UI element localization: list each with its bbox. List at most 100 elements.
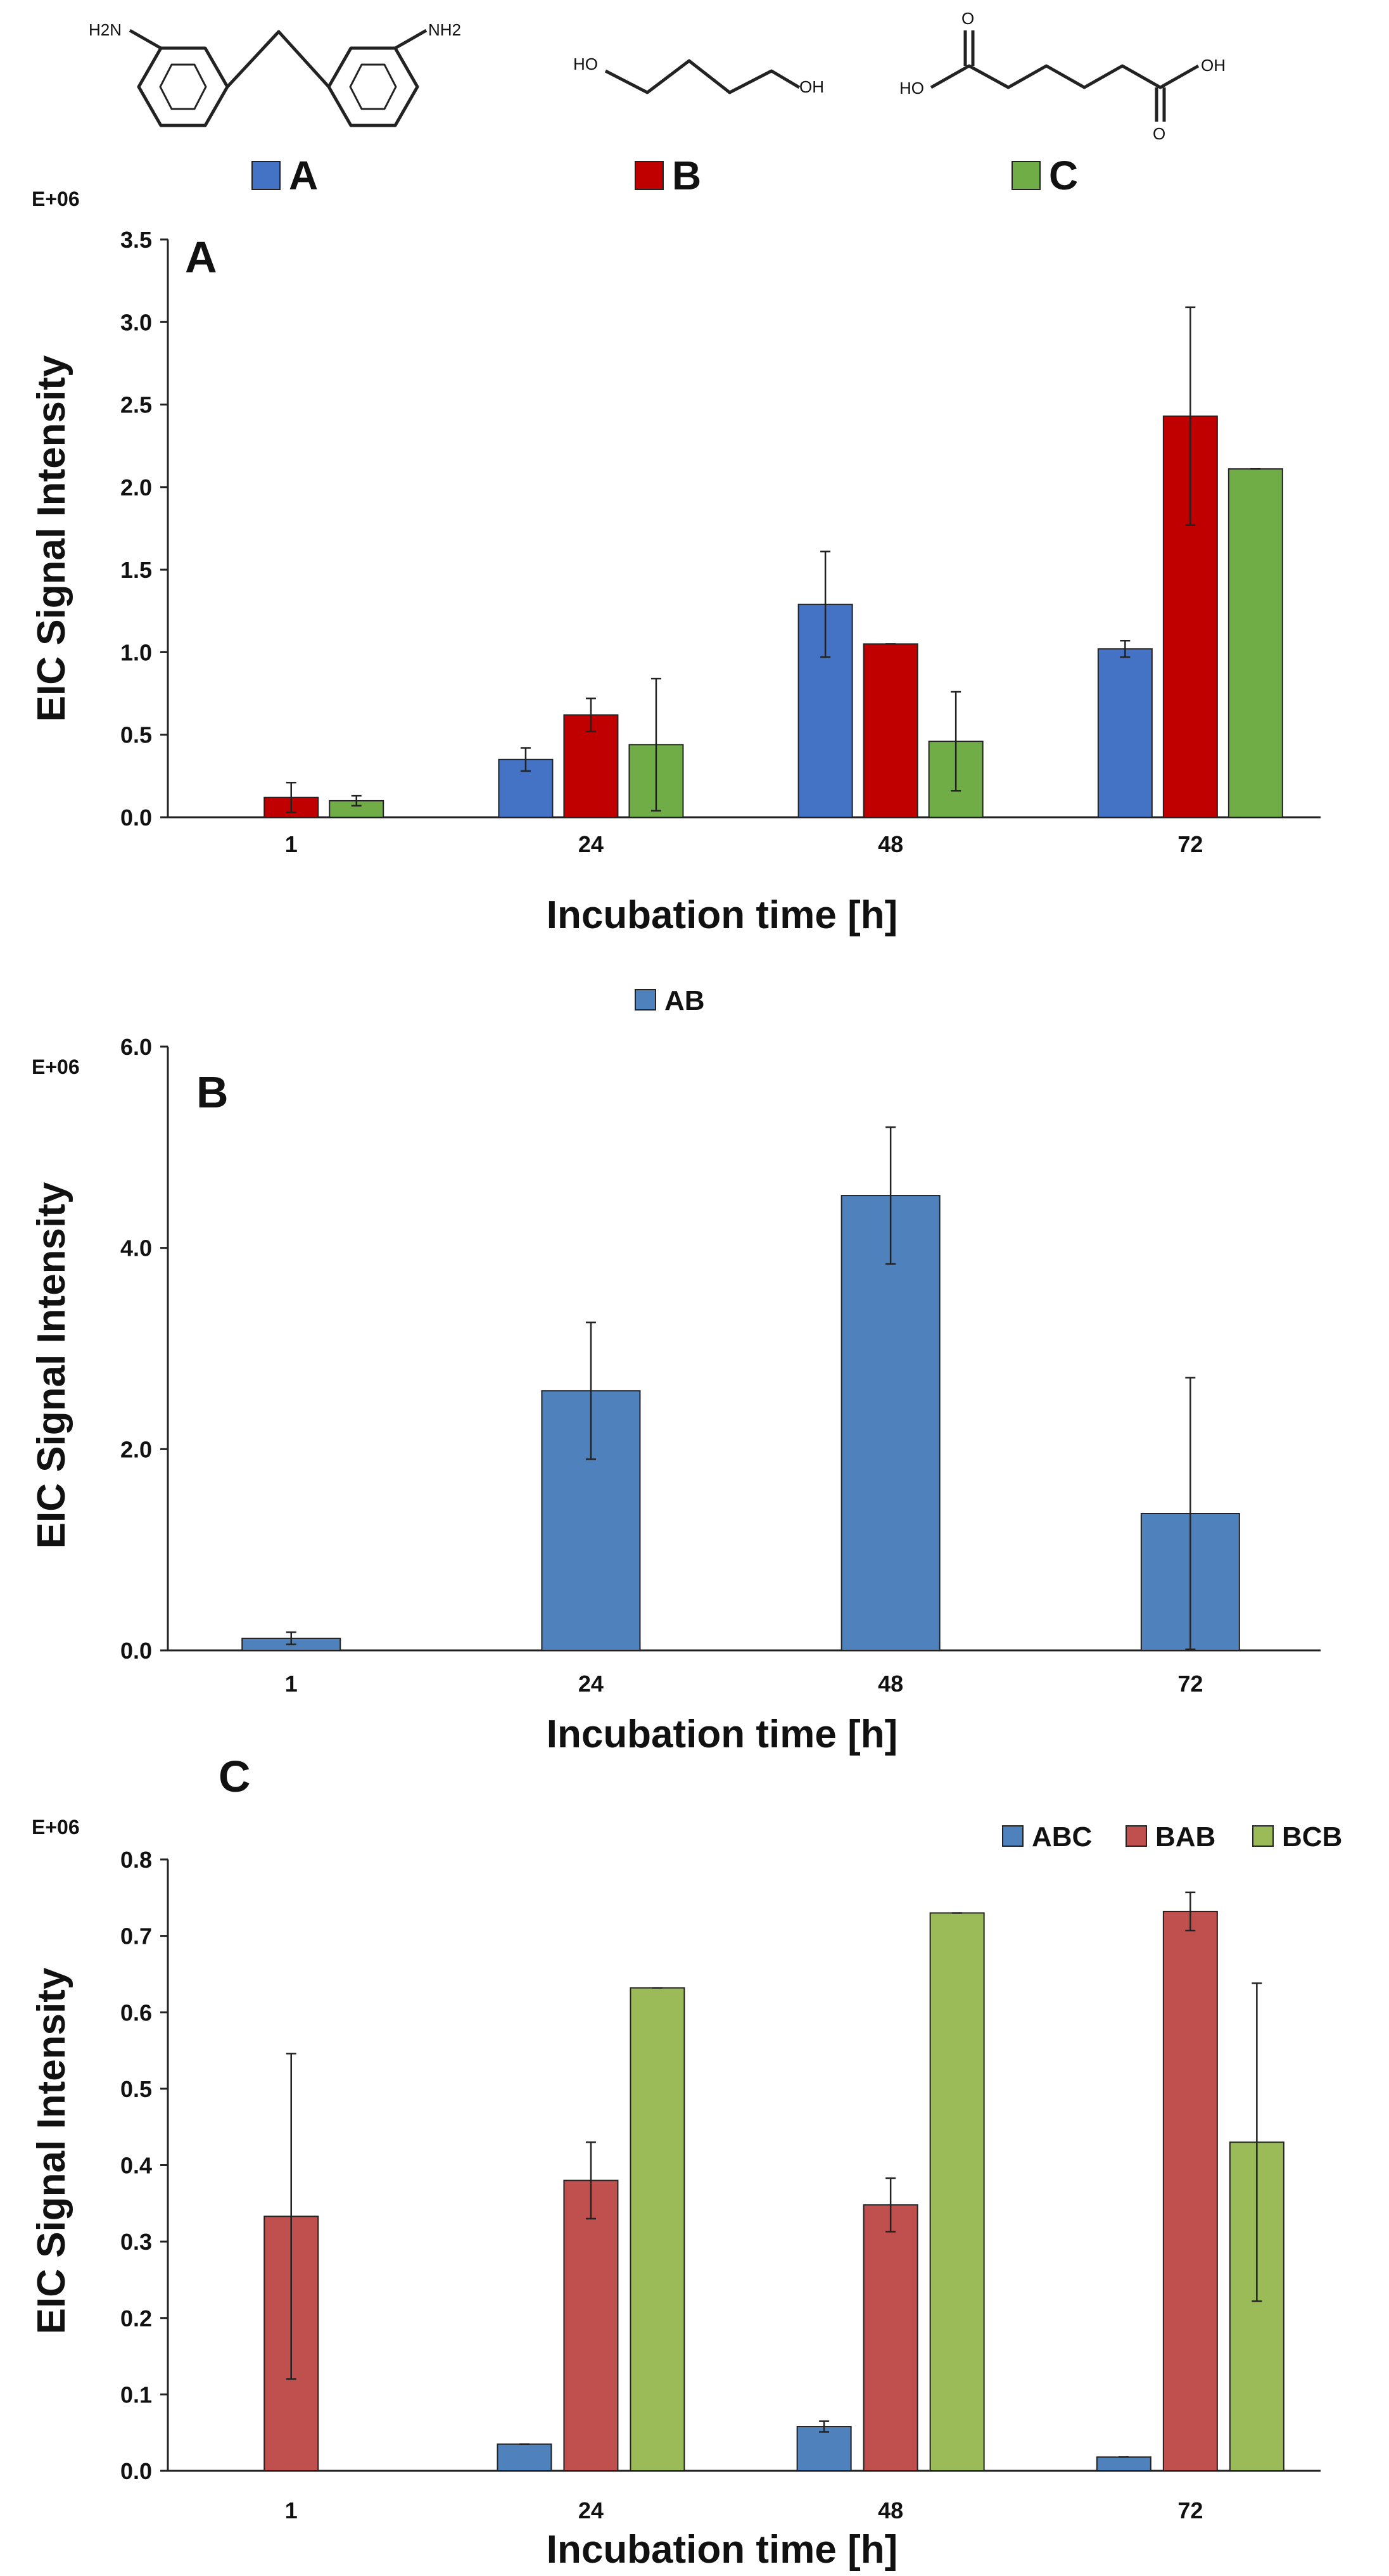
- panel-c-exponent: E+06: [32, 1816, 80, 1839]
- x-tick-label: 1: [285, 2497, 298, 2523]
- panel-a-x-axis-title: Incubation time [h]: [547, 893, 898, 937]
- panel-b-x-ticks: 1 24 48 72: [285, 1671, 1203, 1697]
- y-tick-label: 0.1: [120, 2382, 152, 2407]
- chart-panel-b: 0.0 2.0 4.0 6.0 1 24 48 72 AB B E+06 Incubatio…: [30, 985, 1321, 1756]
- adipic-chain: [930, 64, 1200, 89]
- butanediol-chain: [604, 59, 801, 94]
- x-tick-label: 48: [878, 2497, 903, 2523]
- panel-c-plot: [167, 1859, 1321, 2472]
- panel-a-y-axis-title: EIC Signal Intensity: [30, 355, 73, 722]
- y-tick-label: 0.5: [120, 722, 152, 748]
- chemical-structures: H2N NH2 HO OH HO OH O O: [89, 9, 1226, 143]
- panel-a-letter: A: [185, 233, 217, 282]
- panel-c-x-axis-title: Incubation time [h]: [547, 2528, 898, 2572]
- legend-swatch-a: [251, 161, 281, 190]
- y-tick-label: 0.0: [120, 2458, 152, 2484]
- y-tick-label: 3.0: [120, 309, 152, 335]
- bar-c-72: [1227, 468, 1283, 818]
- legend-swatch-ab: [635, 989, 656, 1011]
- panel-b-y-axis-title: EIC Signal Intensity: [30, 1182, 73, 1548]
- bar-bcb-48: [929, 1912, 985, 2471]
- panel-b-letter: B: [196, 1068, 229, 1117]
- bar-abc-48: [796, 2426, 852, 2472]
- legend-label-ab: AB: [664, 985, 705, 1016]
- legend-swatch-bcb: [1252, 1825, 1274, 1847]
- panel-b-plot: [167, 1047, 1321, 1652]
- bar-abc-72: [1096, 2456, 1151, 2472]
- y-tick-label: 6.0: [120, 1034, 152, 1060]
- legend-swatch-bab: [1126, 1825, 1147, 1847]
- x-tick-label: 24: [578, 1671, 604, 1697]
- y-tick-label: 0.0: [120, 1638, 152, 1664]
- diacid-structure: HO OH O O: [899, 9, 1226, 143]
- panel-c-y-axis-title: EIC Signal Intensity: [30, 1967, 73, 2334]
- legend-swatch-c: [1012, 161, 1041, 190]
- y-tick-label: 0.5: [120, 2076, 152, 2102]
- x-tick-label: 1: [285, 1671, 298, 1697]
- panel-c-x-ticks: 1 24 48 72: [285, 2497, 1203, 2523]
- panel-a-y-ticks: 0.0 0.5 1.0 1.5 2.0 2.5 3.0 3.5: [120, 227, 168, 831]
- y-tick-label: 0.4: [120, 2153, 152, 2179]
- hydroxyl-label-right: OH: [799, 77, 824, 96]
- panel-c-letter: C: [219, 1752, 251, 1801]
- x-tick-label: 72: [1177, 1671, 1203, 1697]
- y-tick-label: 2.5: [120, 392, 152, 418]
- bar-bab-48: [863, 2204, 918, 2472]
- carbonyl-oxygen-right: O: [1153, 124, 1165, 143]
- bar-b-48: [863, 643, 918, 819]
- benzene-ring-right-inner: [349, 63, 397, 110]
- panel-c-bars: [263, 1891, 1284, 2472]
- legend-swatch-b: [635, 161, 664, 190]
- y-tick-label: 0.6: [120, 1999, 152, 2025]
- amine-label-right: NH2: [428, 20, 461, 39]
- hydroxyl-label-left: HO: [573, 54, 598, 73]
- chart-panel-c: 0.0 0.1 0.2 0.3 0.4 0.5 0.6 0.7 0.8 1 24 48 72 ABC B…: [30, 1752, 1342, 2572]
- panel-c-legend: ABC BAB BCB: [1002, 1821, 1342, 1852]
- x-tick-label: 24: [578, 831, 604, 857]
- legend-label-bab: BAB: [1155, 1821, 1215, 1852]
- x-tick-label: 24: [578, 2497, 604, 2523]
- y-tick-label: 2.0: [120, 1436, 152, 1462]
- bar-bab-72: [1162, 1911, 1218, 2471]
- x-tick-label: 48: [878, 831, 903, 857]
- y-tick-label: 2.0: [120, 475, 152, 501]
- chart-panel-a: 0.0 0.5 1.0 1.5 2.0 2.5 3.0 3.5 1 24 48 72 A B C A E…: [30, 153, 1321, 937]
- x-tick-label: 72: [1177, 2497, 1203, 2523]
- methylene-bridge: [226, 30, 330, 88]
- amine-label-left: H2N: [89, 20, 122, 39]
- bar-bab-24: [563, 2179, 619, 2471]
- acid-hydroxyl-right: OH: [1201, 56, 1226, 75]
- bar-a-72: [1097, 648, 1153, 819]
- panel-b-bars: [241, 1126, 1240, 1652]
- bar-bcb-24: [630, 1987, 685, 2471]
- y-tick-label: 4.0: [120, 1235, 152, 1261]
- x-tick-label: 1: [285, 831, 298, 857]
- legend-swatch-abc: [1002, 1825, 1024, 1847]
- legend-label-b: B: [672, 153, 701, 198]
- y-tick-label: 0.2: [120, 2305, 152, 2331]
- legend-label-abc: ABC: [1032, 1821, 1092, 1852]
- amine-bond-left: [129, 29, 162, 50]
- panel-b-legend: AB: [635, 985, 705, 1016]
- legend-label-a: A: [289, 153, 318, 198]
- acid-hydroxyl-left: HO: [899, 79, 924, 98]
- panel-a-x-ticks: 1 24 48 72: [285, 831, 1203, 857]
- panel-c-y-ticks: 0.0 0.1 0.2 0.3 0.4 0.5 0.6 0.7 0.8: [120, 1847, 168, 2484]
- y-tick-label: 0.0: [120, 805, 152, 831]
- panel-b-exponent: E+06: [32, 1055, 80, 1078]
- panel-a-exponent: E+06: [32, 188, 80, 210]
- y-tick-label: 3.5: [120, 227, 152, 253]
- panel-b-x-axis-title: Incubation time [h]: [547, 1712, 898, 1756]
- panel-b-y-ticks: 0.0 2.0 4.0 6.0: [120, 1034, 168, 1664]
- bar-ab-48: [840, 1195, 941, 1652]
- benzene-ring-left-inner: [159, 63, 207, 110]
- benzene-ring-left: [137, 46, 229, 127]
- y-tick-label: 0.3: [120, 2229, 152, 2255]
- y-tick-label: 1.0: [120, 639, 152, 665]
- x-tick-label: 72: [1177, 831, 1203, 857]
- diol-structure: HO OH: [573, 54, 824, 96]
- amine-bond-right: [394, 29, 428, 50]
- y-tick-label: 1.5: [120, 557, 152, 583]
- panel-a-bars: [263, 306, 1283, 819]
